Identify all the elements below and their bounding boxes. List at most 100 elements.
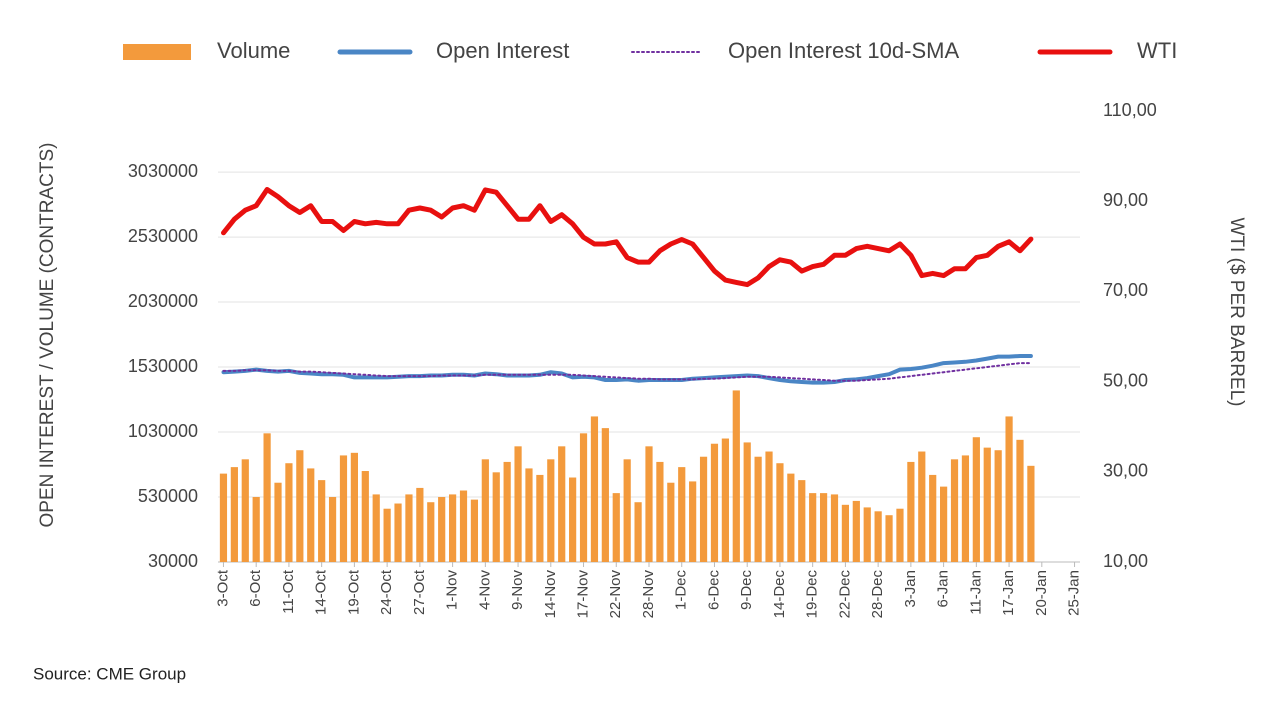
volume-bar: [427, 502, 435, 562]
volume-bar: [852, 500, 860, 562]
source-note: Source: CME Group: [33, 664, 186, 683]
volume-bar: [405, 494, 413, 562]
volume-bar: [994, 450, 1002, 562]
x-tick-label: 6-Jan: [935, 570, 952, 608]
volume-bar: [383, 508, 391, 562]
volume-bar: [776, 463, 784, 562]
volume-bar: [263, 433, 271, 562]
volume-bar: [841, 504, 850, 562]
volume-bar: [481, 459, 489, 562]
volume-bar: [710, 443, 719, 562]
volume-bar: [307, 468, 315, 562]
volume-bar: [983, 447, 991, 562]
volume-bar: [885, 515, 893, 562]
x-tick-label: 3-Jan: [902, 570, 919, 608]
volume-bar: [514, 446, 522, 562]
volume-bar: [819, 493, 828, 562]
volume-bar: [765, 451, 773, 562]
volume-bar: [656, 461, 664, 562]
y2-tick-label: 110,00: [1103, 100, 1157, 120]
wti-line: [221, 187, 1034, 288]
volume-bar: [241, 459, 249, 562]
volume-bar: [918, 451, 926, 562]
volume-bar: [689, 481, 697, 562]
legend-label: Open Interest 10d-SMA: [728, 38, 959, 63]
volume-bar: [667, 482, 675, 562]
x-tick-label: 22-Nov: [607, 570, 624, 619]
x-tick-label: 14-Nov: [542, 570, 559, 619]
volume-bar: [339, 455, 348, 562]
y2-tick-label: 70,00: [1103, 280, 1148, 300]
x-tick-label: 28-Dec: [869, 570, 886, 619]
volume-bar: [645, 446, 653, 562]
y-tick-label: 2530000: [128, 226, 198, 246]
volume-bar: [863, 507, 871, 562]
series-line: [221, 354, 1033, 385]
volume-bar: [448, 494, 457, 562]
legend-label: WTI: [1137, 38, 1177, 63]
volume-bar: [547, 459, 555, 562]
volume-bar: [274, 482, 282, 562]
y2-tick-label: 30,00: [1103, 461, 1148, 481]
x-tick-label: 1-Nov: [444, 570, 461, 611]
x-tick-label: 24-Oct: [378, 569, 395, 615]
volume-bar: [492, 472, 500, 562]
x-tick-label: 19-Oct: [345, 569, 362, 615]
y2-axis-title: WTI ($ PER BARREL): [1226, 218, 1247, 407]
volume-bar: [721, 438, 729, 562]
volume-bar: [590, 416, 599, 562]
volume-bar: [1016, 439, 1024, 562]
volume-bar: [569, 477, 577, 562]
x-tick-label: 6-Oct: [247, 569, 264, 607]
y-tick-label: 30000: [148, 551, 198, 571]
y-tick-label: 530000: [138, 486, 198, 506]
y2-tick-label: 10,00: [1103, 551, 1148, 571]
volume-bar: [350, 452, 358, 562]
volume-bar: [536, 474, 544, 562]
x-tick-label: 27-Oct: [411, 569, 428, 615]
volume-bar: [950, 459, 959, 562]
volume-bar: [459, 490, 468, 562]
volume-bar: [809, 493, 817, 562]
volume-bar: [1027, 465, 1035, 562]
volume-bar: [438, 497, 446, 562]
x-tick-label: 22-Dec: [836, 570, 853, 619]
volume-bar: [623, 459, 631, 562]
x-tick-label: 28-Nov: [640, 570, 657, 619]
volume-bar: [503, 461, 511, 562]
x-tick-label: 4-Nov: [476, 570, 493, 611]
volume-bar: [754, 456, 762, 562]
x-tick-label: 9-Dec: [738, 570, 755, 611]
volume-bar: [743, 442, 751, 562]
volume-bar: [252, 497, 260, 562]
volume-bar: [678, 467, 686, 562]
volume-bar: [230, 467, 238, 562]
y2-tick-label: 50,00: [1103, 370, 1148, 390]
volume-bar: [830, 494, 839, 562]
volume-bar: [612, 493, 620, 562]
volume-bar: [699, 456, 708, 562]
volume-bar: [907, 461, 915, 562]
volume-bar: [896, 508, 904, 562]
x-tick-label: 9-Nov: [509, 570, 526, 611]
volume-bar: [787, 473, 795, 562]
y-tick-label: 2030000: [128, 291, 198, 311]
y2-tick-label: 90,00: [1103, 190, 1148, 210]
volume-bar: [296, 450, 304, 562]
x-tick-label: 1-Dec: [673, 570, 690, 611]
legend-label: Volume: [217, 38, 290, 63]
y-tick-label: 1530000: [128, 356, 198, 376]
x-tick-label: 17-Jan: [1000, 570, 1017, 616]
series-line: [222, 362, 1032, 382]
volume-bar: [525, 468, 533, 562]
volume-bar: [361, 471, 369, 562]
volume-bar: [972, 437, 980, 562]
y-tick-label: 3030000: [128, 161, 198, 181]
volume-bar: [1005, 416, 1013, 562]
volume-bar: [798, 480, 806, 562]
volume-bar: [961, 455, 970, 562]
legend-swatch: [123, 44, 191, 60]
volume-bar: [318, 480, 326, 562]
volume-bar: [634, 502, 642, 562]
